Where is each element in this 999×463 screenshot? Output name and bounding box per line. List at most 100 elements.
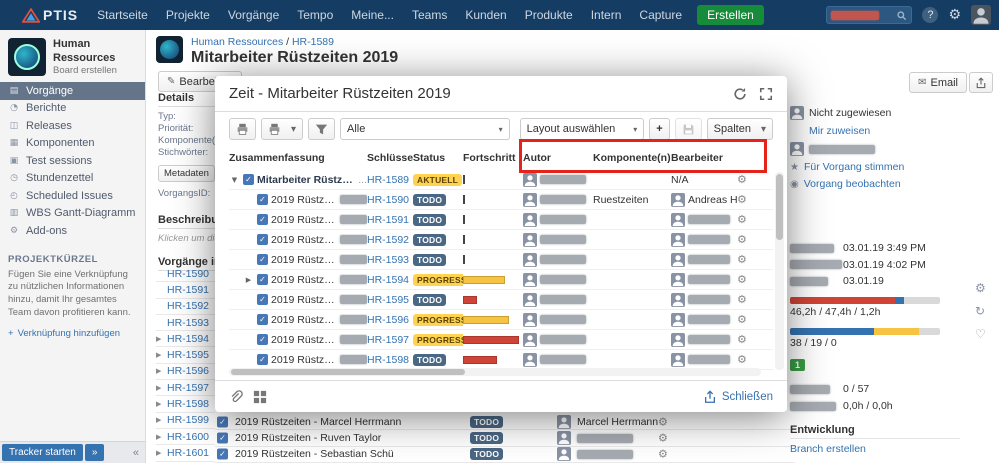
panel-gear-icon[interactable]: ⚙ bbox=[975, 281, 986, 295]
create-branch-link[interactable]: Branch erstellen bbox=[790, 443, 866, 455]
print-button[interactable] bbox=[229, 118, 256, 140]
vote-link[interactable]: Für Vorgang stimmen bbox=[803, 161, 905, 173]
expander-icon[interactable]: ▶ bbox=[156, 400, 162, 409]
layout-select[interactable]: Layout auswählen ▾ bbox=[519, 118, 645, 140]
nav-item-produkte[interactable]: Produkte bbox=[524, 8, 573, 22]
column-header-status[interactable]: Status bbox=[413, 152, 446, 164]
row-gear-icon[interactable]: ⚙ bbox=[737, 193, 747, 206]
settings-gear-icon[interactable]: ⚙ bbox=[948, 7, 961, 23]
issue-key-link[interactable]: HR-1597 bbox=[167, 381, 210, 394]
column-header-bearbeiter[interactable]: Bearbeiter bbox=[671, 152, 723, 164]
expander-icon[interactable]: ▶ bbox=[156, 432, 162, 441]
linked-issue-row[interactable]: ▶ HR-1596 bbox=[156, 364, 215, 381]
description-hint[interactable]: Klicken um die B bbox=[158, 233, 216, 244]
refresh-icon[interactable] bbox=[733, 87, 747, 101]
issue-key-link[interactable]: HR-1590 bbox=[167, 267, 210, 280]
user-avatar[interactable] bbox=[971, 5, 991, 25]
sidebar-item-scheduled-issues[interactable]: ◴ Scheduled Issues bbox=[0, 187, 145, 205]
filter-button[interactable] bbox=[308, 118, 336, 140]
tracker-expand-button[interactable]: » bbox=[84, 444, 105, 461]
issue-key-link[interactable]: HR-1592 bbox=[367, 233, 410, 246]
issue-key-link[interactable]: HR-1593 bbox=[367, 253, 410, 266]
row-gear-icon[interactable]: ⚙ bbox=[737, 313, 747, 326]
linked-issue-row[interactable]: HR-1592 bbox=[156, 299, 215, 315]
panel-refresh-icon[interactable]: ↻ bbox=[975, 304, 986, 318]
metadata-button[interactable]: Metadaten bbox=[158, 165, 215, 182]
save-layout-button[interactable] bbox=[674, 118, 702, 140]
row-gear-icon[interactable]: ⚙ bbox=[737, 273, 747, 286]
row-gear-icon[interactable]: ⚙ bbox=[658, 447, 668, 461]
nav-item-intern[interactable]: Intern bbox=[590, 8, 622, 22]
sidebar-item-vorgänge[interactable]: ▤ Vorgänge bbox=[0, 82, 145, 100]
export-button[interactable] bbox=[969, 72, 993, 93]
issue-key-link[interactable]: HR-1598 bbox=[167, 398, 210, 411]
linked-issue-row[interactable]: HR-1590 bbox=[156, 266, 215, 283]
issue-key-link[interactable]: HR-1596 bbox=[367, 313, 410, 326]
issue-key-link[interactable]: HR-1590 bbox=[367, 193, 410, 206]
attachment-paperclip-icon[interactable] bbox=[229, 389, 243, 404]
row-gear-icon[interactable]: ⚙ bbox=[737, 253, 747, 266]
issue-key-link[interactable]: HR-1599 bbox=[167, 414, 210, 427]
row-gear-icon[interactable]: ⚙ bbox=[737, 333, 747, 346]
breadcrumb-project-link[interactable]: Human Ressources bbox=[191, 36, 284, 48]
add-shortcut-link[interactable]: + Verknüpfung hinzufügen bbox=[8, 327, 121, 339]
assign-to-me-link[interactable]: Mir zuweisen bbox=[809, 125, 871, 137]
linked-issue-row[interactable]: ▶ HR-1600 bbox=[156, 429, 215, 446]
row-gear-icon[interactable]: ⚙ bbox=[737, 293, 747, 306]
column-header-autor[interactable]: Autor bbox=[523, 152, 551, 164]
issue-key-link[interactable]: HR-1592 bbox=[167, 300, 210, 313]
watch-link[interactable]: Vorgang beobachten bbox=[803, 178, 901, 190]
issue-key-link[interactable]: HR-1601 bbox=[167, 446, 210, 459]
nav-item-capture[interactable]: Capture bbox=[639, 8, 683, 22]
columns-button[interactable]: Spalten ▾ bbox=[706, 118, 773, 140]
linked-issue-row[interactable]: ▶ HR-1597 bbox=[156, 380, 215, 397]
column-header-fortschritt[interactable]: Fortschritt bbox=[463, 152, 516, 164]
breadcrumb-issue-link[interactable]: HR-1589 bbox=[291, 36, 334, 48]
issue-key-link[interactable]: HR-1591 bbox=[367, 213, 410, 226]
expander-icon[interactable]: ▶ bbox=[156, 334, 162, 343]
row-gear-icon[interactable]: ⚙ bbox=[658, 431, 668, 445]
nav-item-projekte[interactable]: Projekte bbox=[165, 8, 210, 22]
brand-logo[interactable]: PTIS bbox=[22, 7, 78, 23]
close-dialog-link[interactable]: Schließen bbox=[721, 390, 773, 403]
horizontal-scrollbar[interactable] bbox=[229, 368, 761, 376]
issue-key-link[interactable]: HR-1597 bbox=[367, 333, 410, 346]
linked-issue-row[interactable]: ▶ HR-1601 bbox=[156, 445, 215, 462]
help-icon[interactable]: ? bbox=[922, 7, 939, 23]
nav-item-tempo[interactable]: Tempo bbox=[297, 8, 334, 22]
board-create-link[interactable]: Board erstellen bbox=[53, 64, 117, 76]
linked-issue-row[interactable]: ▶ HR-1594 bbox=[156, 331, 215, 348]
sidebar-item-add-ons[interactable]: ⚙ Add-ons bbox=[0, 222, 145, 240]
issue-key-link[interactable]: HR-1600 bbox=[167, 430, 210, 443]
issue-key-link[interactable]: HR-1596 bbox=[167, 365, 210, 378]
background-table-row[interactable]: ✓ 2019 Rüstzeiten - Ruven Taylor TODO ⚙ bbox=[215, 430, 795, 447]
background-table-row[interactable]: ✓ 2019 Rüstzeiten - Sebastian Schü TODO ⚙ bbox=[215, 447, 795, 463]
share-icon[interactable] bbox=[703, 389, 717, 404]
row-gear-icon[interactable]: ⚙ bbox=[737, 353, 747, 366]
email-button[interactable]: ✉ Email bbox=[909, 72, 967, 93]
sidebar-item-releases[interactable]: ◫ Releases bbox=[0, 117, 145, 135]
nav-item-teams[interactable]: Teams bbox=[411, 8, 448, 22]
issue-key-link[interactable]: HR-1591 bbox=[167, 283, 210, 296]
create-button[interactable]: Erstellen bbox=[697, 5, 764, 25]
add-column-button[interactable]: + bbox=[649, 118, 670, 140]
grid-view-icon[interactable] bbox=[253, 390, 267, 404]
column-header-zusammenfassung[interactable]: Zusammenfassung bbox=[229, 152, 325, 164]
row-gear-icon[interactable]: ⚙ bbox=[737, 233, 747, 246]
issue-key-link[interactable]: HR-1598 bbox=[367, 353, 410, 366]
column-header-schlüssel[interactable]: Schlüssel bbox=[367, 152, 413, 164]
search-input[interactable] bbox=[826, 6, 913, 24]
expander-icon[interactable]: ▶ bbox=[245, 275, 252, 284]
expander-icon[interactable]: ▶ bbox=[156, 448, 162, 457]
expander-icon[interactable]: ▶ bbox=[156, 383, 162, 392]
panel-like-icon[interactable]: ♡ bbox=[975, 327, 986, 341]
linked-issue-row[interactable]: HR-1591 bbox=[156, 282, 215, 299]
sidebar-item-komponenten[interactable]: ▦ Komponenten bbox=[0, 135, 145, 153]
sidebar-item-berichte[interactable]: ◔ Berichte bbox=[0, 100, 145, 118]
fullscreen-icon[interactable] bbox=[759, 87, 773, 101]
